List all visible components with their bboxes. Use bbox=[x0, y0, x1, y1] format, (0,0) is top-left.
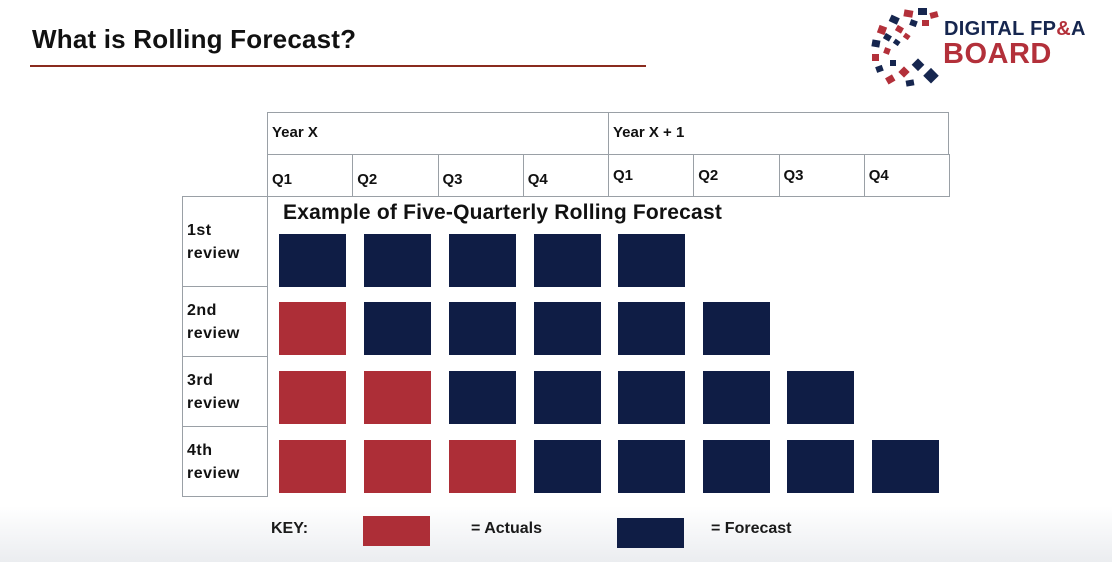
actual-quarter-block bbox=[279, 440, 346, 493]
quarter-header-label: Q4 bbox=[868, 167, 889, 184]
key-label: KEY: bbox=[271, 520, 309, 537]
year-header-cell: Year X + 1 bbox=[608, 112, 949, 155]
digital-fpa-board-logo bbox=[871, 8, 939, 87]
review-label-cell: 3rd review bbox=[182, 356, 268, 427]
title-underline bbox=[30, 65, 646, 67]
forecast-quarter-block bbox=[618, 302, 685, 355]
review-label-ordinal: 3rd bbox=[187, 372, 214, 389]
forecast-quarter-block bbox=[534, 234, 601, 287]
review-label-ordinal: 2nd bbox=[187, 302, 217, 319]
review-label-word: review bbox=[187, 325, 240, 342]
quarter-header-label: Q2 bbox=[698, 167, 719, 184]
quarter-header-cell: Q2 bbox=[693, 154, 780, 197]
year-header-label: Year X bbox=[272, 124, 318, 141]
forecast-quarter-block bbox=[534, 371, 601, 424]
forecast-quarter-block bbox=[449, 302, 516, 355]
quarter-header-label: Q3 bbox=[442, 171, 463, 188]
actual-quarter-block bbox=[279, 302, 346, 355]
forecast-quarter-block bbox=[449, 234, 516, 287]
review-label-word: review bbox=[187, 395, 240, 412]
review-label-word: review bbox=[187, 245, 240, 262]
actual-quarter-block bbox=[364, 440, 431, 493]
quarter-header-cell: Q2 bbox=[352, 154, 439, 197]
review-label-cell: 4th review bbox=[182, 426, 268, 497]
logo-text-board: BOARD bbox=[943, 38, 1052, 70]
year-header-label: Year X + 1 bbox=[613, 124, 685, 141]
quarter-header-label: Q1 bbox=[272, 171, 293, 188]
quarter-header-label: Q1 bbox=[613, 167, 634, 184]
quarter-header-cell: Q1 bbox=[267, 154, 354, 197]
review-label: 4th review bbox=[187, 439, 240, 485]
quarter-header-label: Q4 bbox=[527, 171, 548, 188]
actual-quarter-block bbox=[279, 371, 346, 424]
review-label: 2nd review bbox=[187, 299, 240, 345]
forecast-quarter-block bbox=[279, 234, 346, 287]
review-label: 3rd review bbox=[187, 369, 240, 415]
key-forecast-swatch bbox=[617, 518, 684, 548]
forecast-quarter-block bbox=[703, 371, 770, 424]
forecast-quarter-block bbox=[618, 440, 685, 493]
key-actuals-label: = Actuals bbox=[471, 520, 542, 537]
review-label: 1st review bbox=[187, 219, 240, 265]
forecast-quarter-block bbox=[787, 371, 854, 424]
forecast-quarter-block bbox=[449, 371, 516, 424]
review-label-cell: 2nd review bbox=[182, 286, 268, 357]
forecast-quarter-block bbox=[618, 234, 685, 287]
review-label-ordinal: 1st bbox=[187, 222, 212, 239]
diagram-title: Example of Five-Quarterly Rolling Foreca… bbox=[283, 201, 723, 224]
key-forecast-label: = Forecast bbox=[711, 520, 792, 537]
review-label-cell: 1st review bbox=[182, 196, 268, 287]
logo-text-digital-fpa: DIGITAL FP&A bbox=[944, 18, 1086, 40]
quarter-header-cell: Q1 bbox=[608, 154, 695, 197]
bottom-band bbox=[0, 506, 1112, 562]
year-header-cell: Year X bbox=[267, 112, 609, 155]
quarter-header-cell: Q3 bbox=[778, 154, 865, 197]
quarter-header-cell: Q3 bbox=[437, 154, 524, 197]
quarter-header-label: Q3 bbox=[783, 167, 804, 184]
forecast-quarter-block bbox=[703, 440, 770, 493]
forecast-quarter-block bbox=[872, 440, 939, 493]
forecast-quarter-block bbox=[534, 440, 601, 493]
review-label-word: review bbox=[187, 465, 240, 482]
quarter-header-cell: Q4 bbox=[863, 154, 950, 197]
actual-quarter-block bbox=[449, 440, 516, 493]
forecast-quarter-block bbox=[787, 440, 854, 493]
logo-mark-icon bbox=[871, 8, 939, 87]
forecast-quarter-block bbox=[364, 234, 431, 287]
forecast-quarter-block bbox=[703, 302, 770, 355]
quarter-header-label: Q2 bbox=[357, 171, 378, 188]
forecast-quarter-block bbox=[534, 302, 601, 355]
forecast-quarter-block bbox=[618, 371, 685, 424]
slide-title: What is Rolling Forecast? bbox=[32, 24, 357, 54]
key-actuals-swatch bbox=[363, 516, 430, 546]
review-label-ordinal: 4th bbox=[187, 442, 213, 459]
quarter-header-cell: Q4 bbox=[522, 154, 609, 197]
actual-quarter-block bbox=[364, 371, 431, 424]
forecast-quarter-block bbox=[364, 302, 431, 355]
